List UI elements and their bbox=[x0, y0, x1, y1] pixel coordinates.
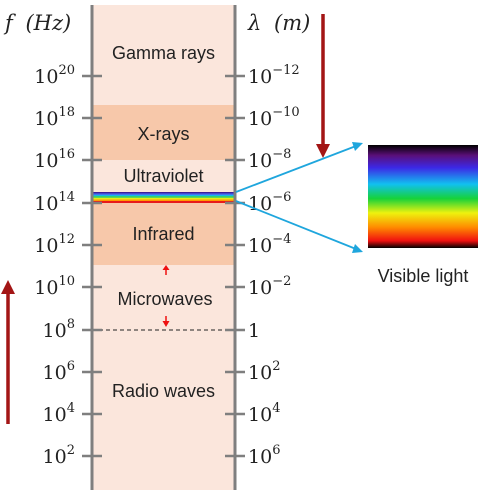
wavelength-tick-label-base: 10 bbox=[248, 446, 272, 468]
wavelength-tick-label-3: 10−8 bbox=[248, 147, 291, 172]
wavelength-tick-label-exponent: 2 bbox=[272, 359, 280, 374]
wavelength-tick-label-base: 10 bbox=[248, 235, 272, 257]
frequency-tick-label-10: 102 bbox=[43, 443, 75, 468]
wavelength-tick-label-base: 1 bbox=[248, 320, 260, 342]
wavelength-tick-label-exponent: −8 bbox=[272, 147, 291, 162]
wavelength-tick-label-base: 10 bbox=[248, 66, 272, 88]
frequency-tick-label-exponent: 6 bbox=[67, 359, 75, 374]
frequency-tick-label-base: 10 bbox=[34, 277, 58, 299]
band-label-radio-waves: Radio waves bbox=[112, 381, 215, 401]
wavelength-tick-label-exponent: −4 bbox=[272, 232, 291, 247]
wavelength-tick-label-base: 10 bbox=[248, 108, 272, 130]
wavelength-tick-label-exponent: 4 bbox=[272, 401, 280, 416]
band-label-gamma-rays: Gamma rays bbox=[112, 43, 215, 63]
frequency-tick-label-base: 10 bbox=[43, 446, 67, 468]
frequency-tick-label-base: 10 bbox=[34, 235, 58, 257]
wavelength-tick-label-1: 10−12 bbox=[248, 63, 300, 88]
frequency-tick-label-exponent: 14 bbox=[58, 190, 75, 205]
wavelength-tick-label-5: 10−4 bbox=[248, 232, 291, 257]
frequency-tick-label-base: 10 bbox=[34, 108, 58, 130]
wavelength-tick-marks bbox=[225, 74, 245, 458]
band-gamma-rays bbox=[92, 5, 235, 105]
wavelength-tick-label-8: 102 bbox=[248, 359, 280, 384]
wavelength-symbol: λ bbox=[247, 11, 261, 35]
wavelength-tick-label-base: 10 bbox=[248, 277, 272, 299]
band-label-microwaves: Microwaves bbox=[117, 289, 212, 309]
frequency-tick-label-base: 10 bbox=[34, 150, 58, 172]
frequency-tick-label-exponent: 10 bbox=[58, 274, 75, 289]
wavelength-tick-label-exponent: 6 bbox=[272, 443, 280, 458]
frequency-tick-label-base: 10 bbox=[43, 404, 67, 426]
frequency-tick-label-base: 10 bbox=[34, 66, 58, 88]
wavelength-direction-arrow bbox=[316, 14, 330, 158]
band-microwaves bbox=[92, 265, 235, 330]
band-radio-waves bbox=[92, 330, 235, 490]
frequency-tick-label-exponent: 4 bbox=[67, 401, 75, 416]
wavelength-tick-label-exponent: −6 bbox=[272, 190, 291, 205]
microwave-range-arrows bbox=[162, 265, 170, 327]
wavelength-tick-label-9: 104 bbox=[248, 401, 280, 426]
wavelength-tick-label-base: 10 bbox=[248, 193, 272, 215]
frequency-direction-arrow bbox=[1, 280, 15, 424]
wavelength-tick-label-exponent: −12 bbox=[272, 63, 299, 78]
visible-light-swatch bbox=[368, 145, 478, 248]
frequency-tick-label-exponent: 8 bbox=[67, 317, 75, 332]
band-label-ultraviolet: Ultraviolet bbox=[123, 166, 203, 186]
frequency-tick-label-4: 1014 bbox=[34, 190, 75, 215]
frequency-tick-label-6: 1010 bbox=[34, 274, 75, 299]
frequency-symbol: f bbox=[3, 11, 16, 35]
band-x-rays bbox=[92, 105, 235, 160]
frequency-tick-label-exponent: 16 bbox=[58, 147, 75, 162]
frequency-tick-label-5: 1012 bbox=[34, 232, 75, 257]
frequency-tick-marks bbox=[82, 74, 102, 458]
band-infrared bbox=[92, 203, 235, 265]
wavelength-tick-label-7: 1 bbox=[248, 320, 260, 342]
frequency-tick-label-8: 106 bbox=[43, 359, 75, 384]
frequency-tick-label-exponent: 12 bbox=[58, 232, 75, 247]
wavelength-tick-label-exponent: −10 bbox=[272, 105, 299, 120]
frequency-tick-label-exponent: 20 bbox=[58, 63, 75, 78]
frequency-tick-label-exponent: 2 bbox=[67, 443, 75, 458]
frequency-tick-label-3: 1016 bbox=[34, 147, 75, 172]
wavelength-tick-label-2: 10−10 bbox=[248, 105, 300, 130]
frequency-tick-label-2: 1018 bbox=[34, 105, 75, 130]
frequency-tick-label-7: 108 bbox=[43, 317, 75, 342]
frequency-tick-label-base: 10 bbox=[43, 362, 67, 384]
wavelength-axis-title: λ (m) bbox=[247, 11, 310, 35]
frequency-tick-label-1: 1020 bbox=[34, 63, 75, 88]
visible-light-pointers bbox=[235, 142, 363, 253]
visible-light-band bbox=[92, 192, 235, 203]
wavelength-unit: (m) bbox=[274, 11, 310, 35]
frequency-tick-label-base: 10 bbox=[34, 193, 58, 215]
wavelength-tick-label-6: 10−2 bbox=[248, 274, 291, 299]
wavelength-tick-label-exponent: −2 bbox=[272, 274, 291, 289]
frequency-axis-title: f (Hz) bbox=[3, 11, 71, 35]
frequency-unit: (Hz) bbox=[25, 11, 71, 35]
band-ultraviolet bbox=[92, 160, 235, 192]
wavelength-tick-label-base: 10 bbox=[248, 362, 272, 384]
frequency-tick-label-base: 10 bbox=[43, 320, 67, 342]
visible-light-label: Visible light bbox=[378, 266, 469, 286]
wavelength-tick-label-base: 10 bbox=[248, 150, 272, 172]
frequency-tick-label-9: 104 bbox=[43, 401, 75, 426]
band-label-x-rays: X-rays bbox=[137, 124, 189, 144]
wavelength-tick-label-10: 106 bbox=[248, 443, 280, 468]
frequency-tick-label-exponent: 18 bbox=[58, 105, 75, 120]
wavelength-tick-label-base: 10 bbox=[248, 404, 272, 426]
wavelength-tick-label-4: 10−6 bbox=[248, 190, 291, 215]
band-label-infrared: Infrared bbox=[132, 224, 194, 244]
